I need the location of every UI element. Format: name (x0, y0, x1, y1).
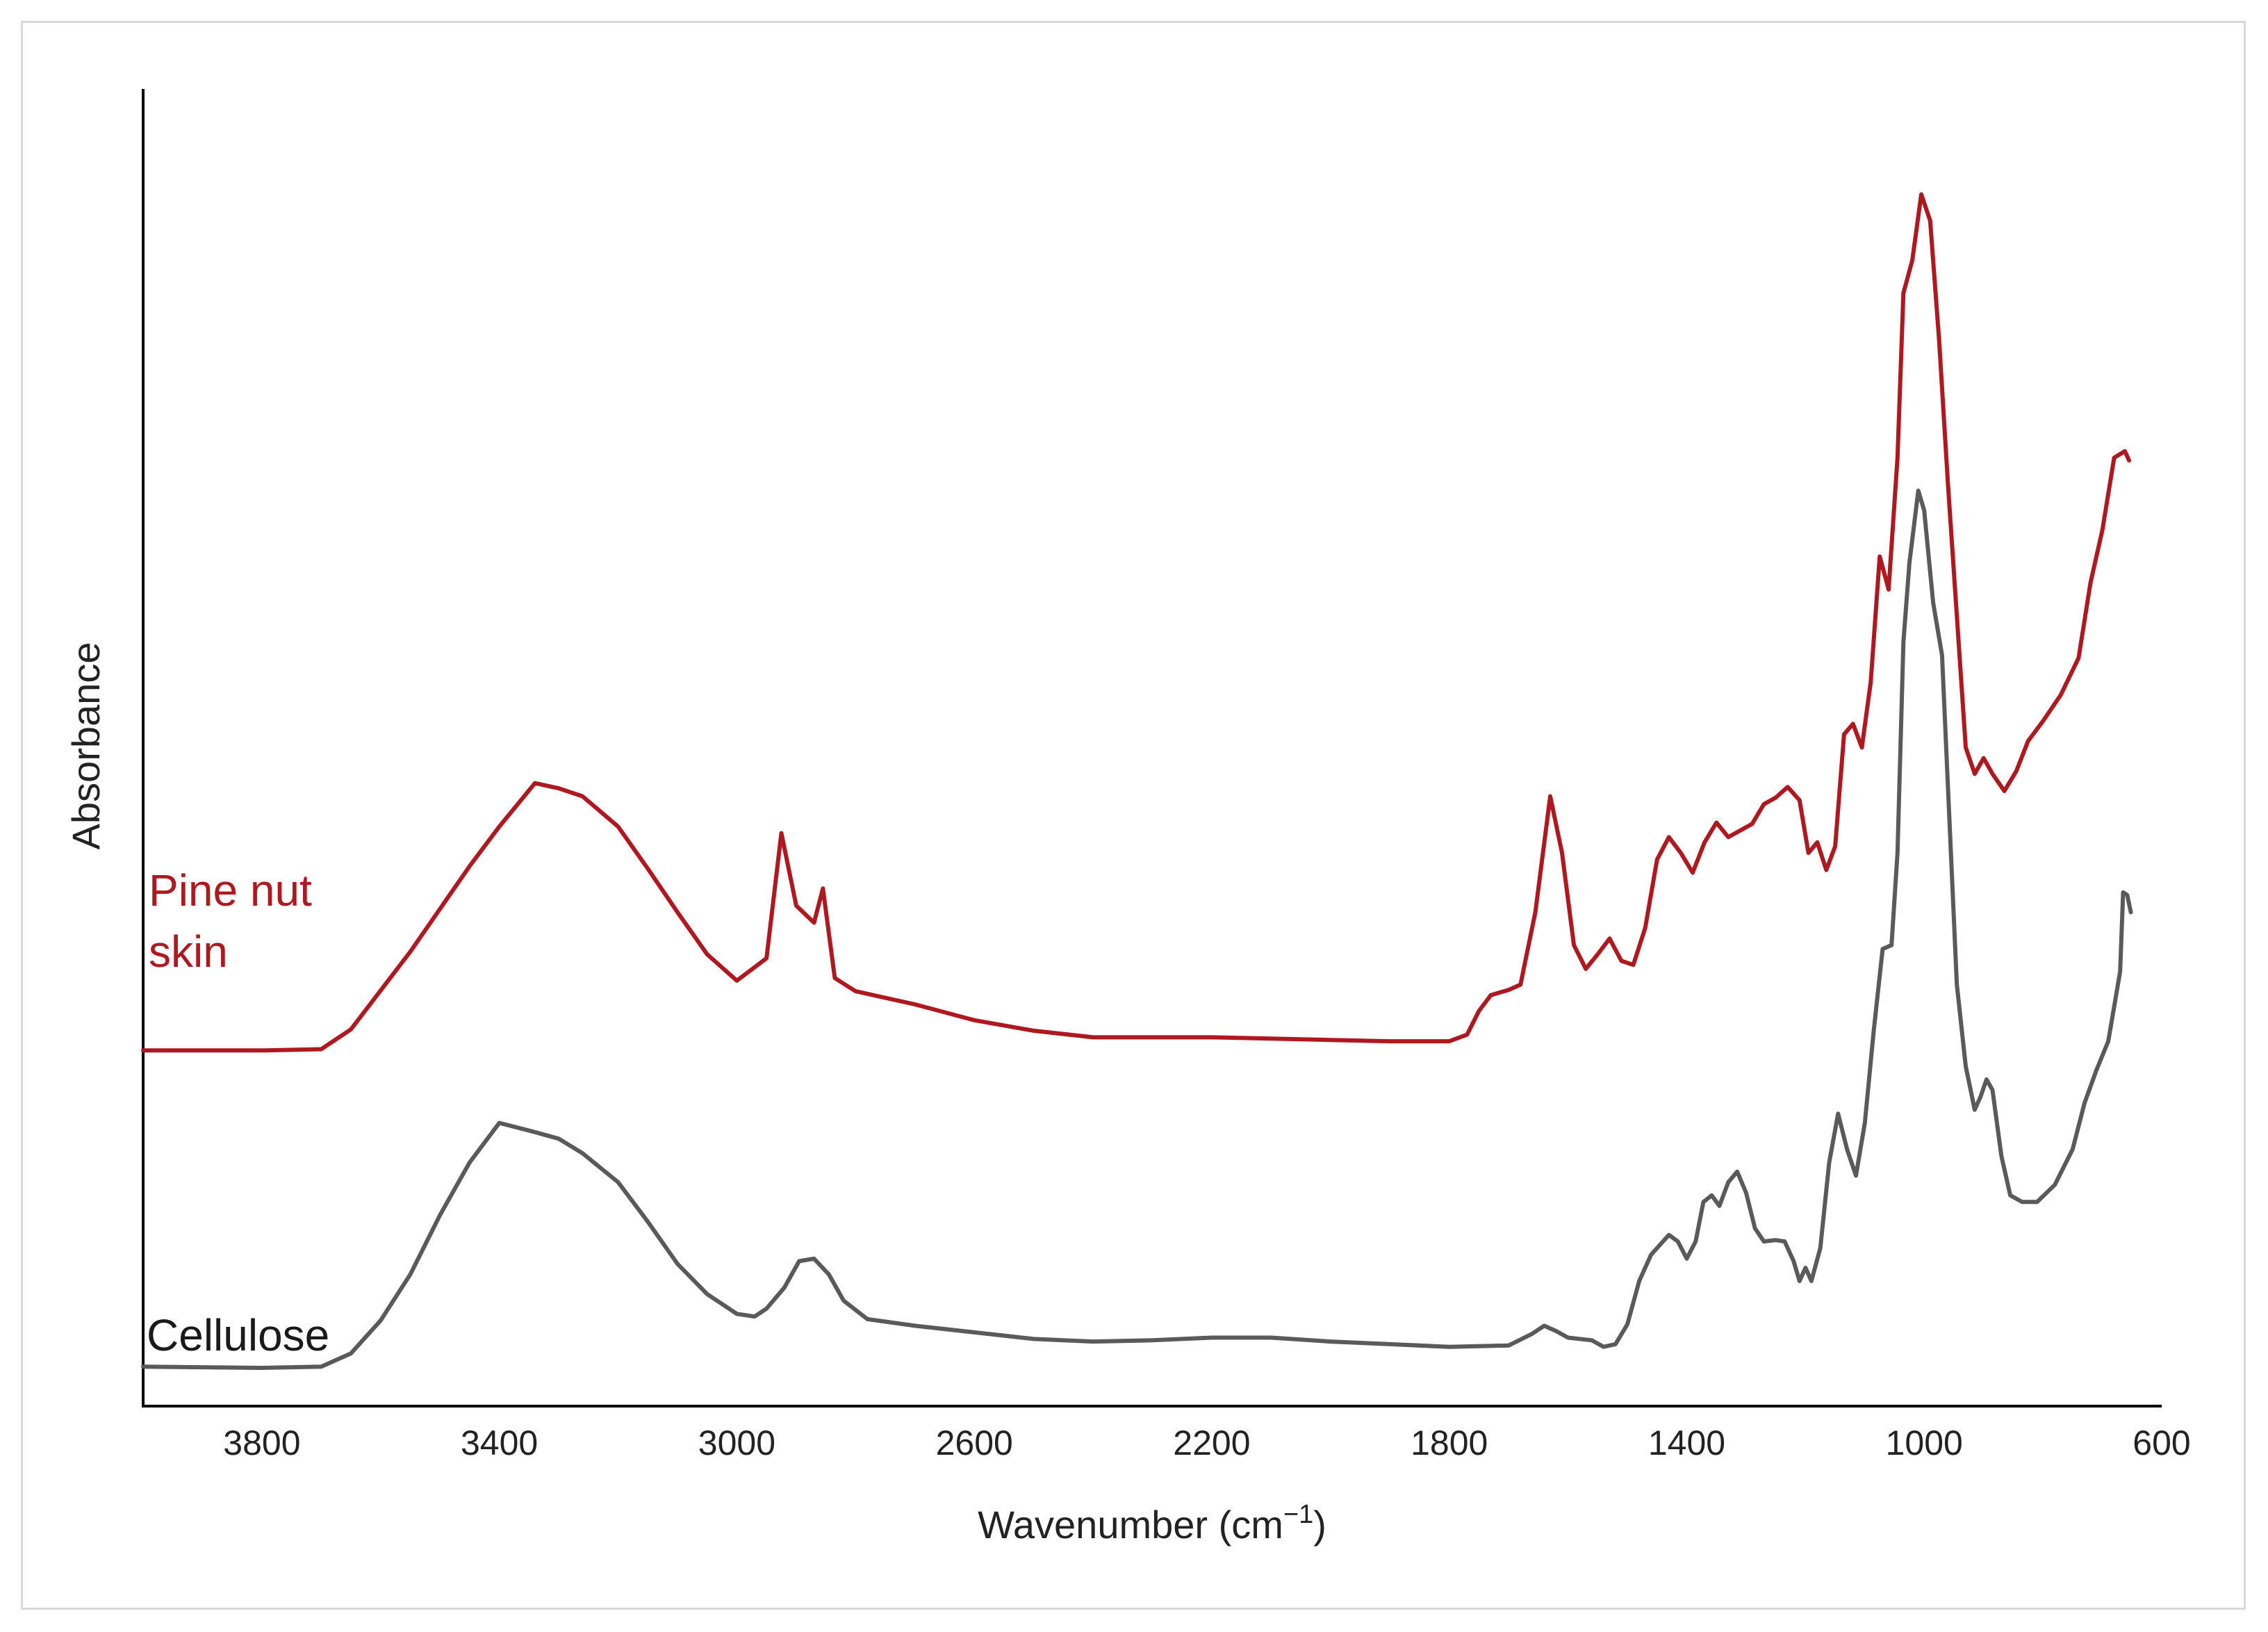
x-tick-label-3000: 3000 (698, 1423, 775, 1462)
series-line-cellulose (141, 489, 2133, 1370)
series-label-pine-nut-skin-line1: Pine nut (149, 865, 312, 915)
x-tick-label-1000: 1000 (1886, 1423, 1963, 1462)
x-tick-labels: 3800 3400 3000 2600 2200 1800 1400 1000 600 (223, 1423, 2190, 1462)
x-tick-label-1400: 1400 (1648, 1423, 1725, 1462)
x-axis-title-exponent: −1 (1283, 1500, 1313, 1529)
x-tick-label-600: 600 (2133, 1423, 2190, 1462)
series-label-pine-nut-skin: Pine nut skin (149, 865, 324, 977)
x-tick-label-3400: 3400 (461, 1423, 538, 1462)
y-axis-title: Absorbance (64, 642, 108, 850)
series-label-pine-nut-skin-line2: skin (149, 927, 228, 977)
ftir-spectrum-chart: 3800 3400 3000 2600 2200 1800 1400 1000 600 Abso… (64, 89, 2191, 1547)
figure-frame: 3800 3400 3000 2600 2200 1800 1400 1000 600 Abso… (21, 21, 2246, 1610)
series-line-pine-nut-skin (141, 192, 2131, 1053)
x-tick-label-1800: 1800 (1411, 1423, 1488, 1462)
x-axis-title-base: Wavenumber (cm (978, 1503, 1283, 1547)
series-label-cellulose-line1: Cellulose (147, 1310, 329, 1360)
series-label-cellulose: Cellulose (147, 1310, 329, 1360)
x-axis-title-close: ) (1313, 1503, 1326, 1547)
x-tick-label-2600: 2600 (936, 1423, 1013, 1462)
x-tick-label-3800: 3800 (223, 1423, 300, 1462)
x-tick-label-2200: 2200 (1173, 1423, 1250, 1462)
axes (142, 89, 2162, 1407)
x-axis-title: Wavenumber (cm−1) (978, 1500, 1326, 1547)
series-layer (141, 192, 2133, 1370)
